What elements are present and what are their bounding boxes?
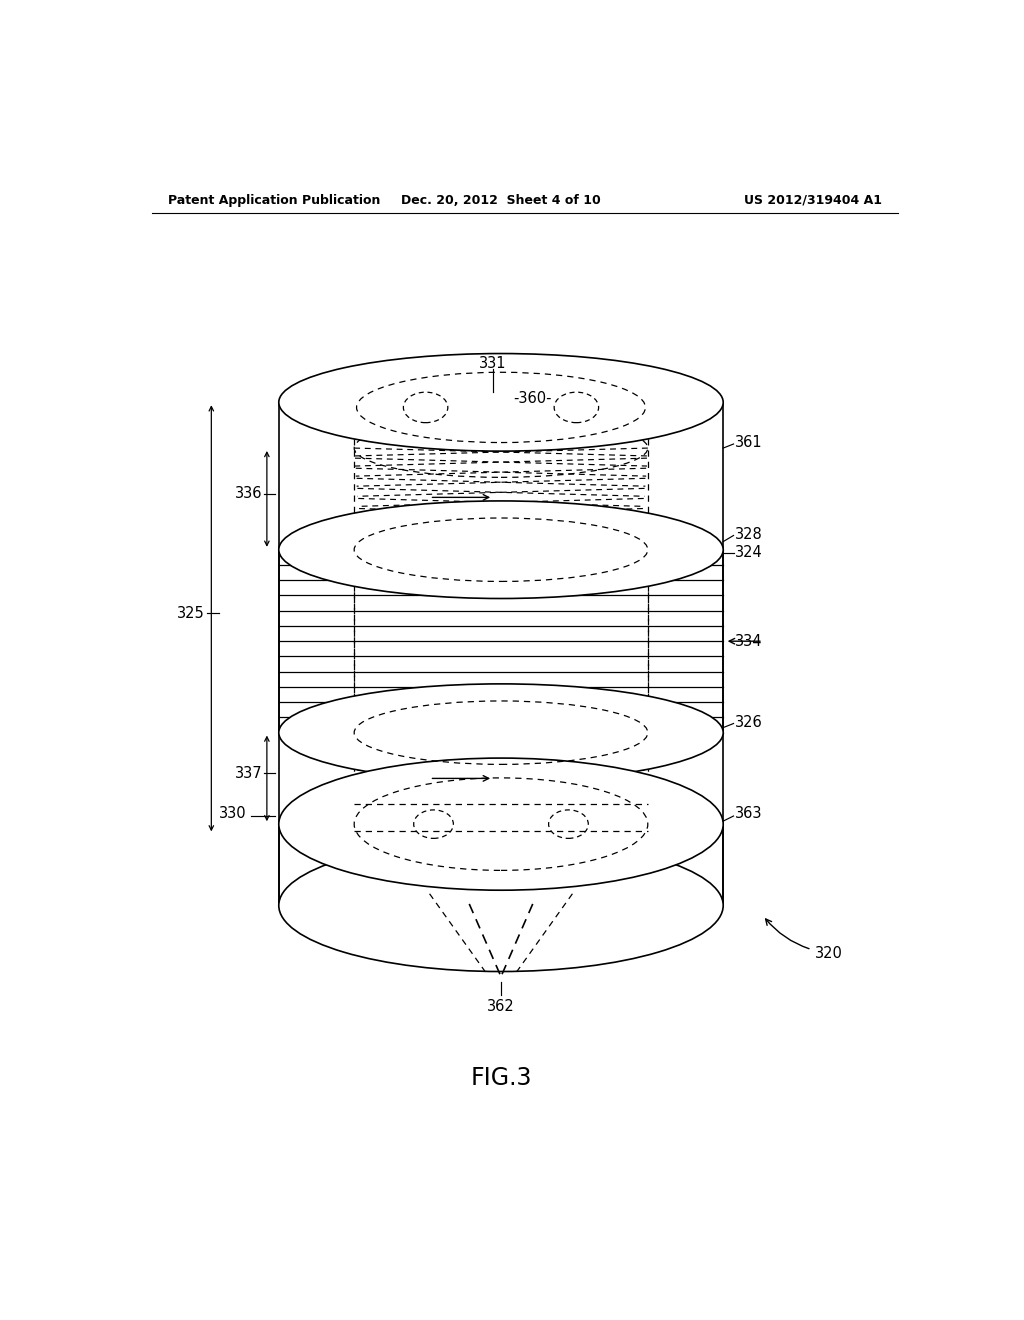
Text: 337: 337: [236, 766, 263, 781]
Text: Patent Application Publication: Patent Application Publication: [168, 194, 380, 206]
Text: 325: 325: [177, 606, 205, 620]
Text: 336: 336: [236, 486, 263, 502]
Text: 330: 330: [219, 807, 247, 821]
Text: -360-: -360-: [513, 391, 552, 405]
Text: US 2012/319404 A1: US 2012/319404 A1: [743, 194, 882, 206]
Text: 320: 320: [766, 919, 843, 961]
Text: 326: 326: [735, 715, 763, 730]
Text: 363: 363: [735, 807, 763, 821]
Ellipse shape: [279, 758, 723, 890]
Text: 331: 331: [479, 356, 507, 371]
Text: 324: 324: [735, 545, 763, 560]
Ellipse shape: [279, 684, 723, 781]
Text: 362: 362: [487, 999, 515, 1014]
Text: 328: 328: [735, 527, 763, 543]
Text: FIG.3: FIG.3: [470, 1067, 531, 1090]
Ellipse shape: [279, 500, 723, 598]
Text: 334: 334: [735, 634, 763, 648]
Text: Dec. 20, 2012  Sheet 4 of 10: Dec. 20, 2012 Sheet 4 of 10: [401, 194, 601, 206]
Ellipse shape: [279, 354, 723, 451]
Ellipse shape: [279, 840, 723, 972]
Text: 361: 361: [735, 436, 763, 450]
